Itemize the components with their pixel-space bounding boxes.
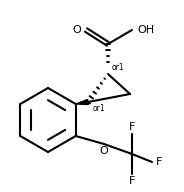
Text: F: F <box>129 176 135 186</box>
Text: OH: OH <box>137 25 154 35</box>
Text: F: F <box>129 122 135 132</box>
Text: or1: or1 <box>112 63 125 72</box>
Text: O: O <box>72 25 81 35</box>
Text: or1: or1 <box>93 104 106 113</box>
Text: O: O <box>100 146 108 156</box>
Text: F: F <box>156 157 162 167</box>
Polygon shape <box>76 99 88 104</box>
